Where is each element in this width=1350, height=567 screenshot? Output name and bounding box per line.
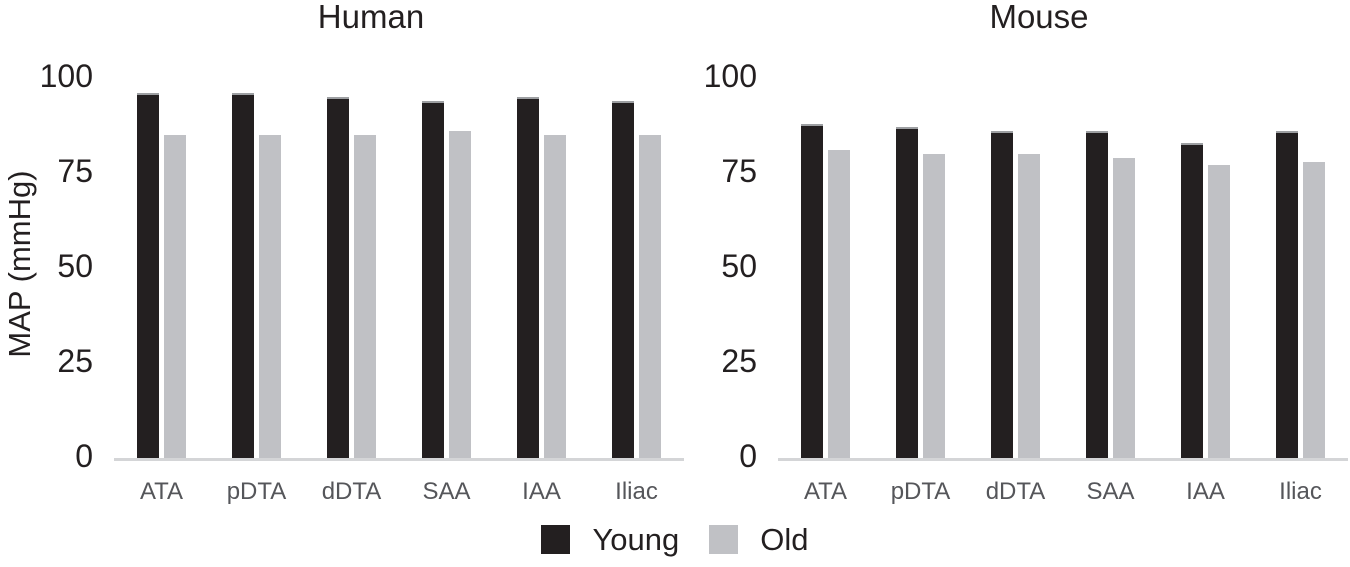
category-label: SAA xyxy=(422,478,471,505)
y-tick-label: 0 xyxy=(75,438,93,474)
bar-group-ata xyxy=(114,78,209,458)
bar-old-ata xyxy=(164,135,186,458)
legend: Young Old xyxy=(0,524,1350,555)
bar-old-ddta xyxy=(1018,154,1040,458)
y-tick-label: 50 xyxy=(57,248,93,284)
human-plot-area xyxy=(114,78,684,461)
bar-old-iaa xyxy=(1208,165,1230,458)
y-tick-label: 75 xyxy=(721,153,757,189)
category-label: SAA xyxy=(1086,478,1135,505)
bar-group-ddta xyxy=(968,78,1063,458)
bar-young-ata xyxy=(801,123,823,458)
bar-group-pdta xyxy=(873,78,968,458)
bar-young-pdta xyxy=(896,127,918,458)
bar-group-ata xyxy=(778,78,873,458)
y-tick-label: 0 xyxy=(739,438,757,474)
bar-old-pdta xyxy=(923,154,945,458)
bar-young-ddta xyxy=(327,97,349,458)
legend-item-young: Young xyxy=(541,524,679,555)
legend-item-old: Old xyxy=(709,522,809,557)
category-label: dDTA xyxy=(321,478,382,505)
mouse-plot-area xyxy=(778,78,1348,461)
bar-young-ata xyxy=(137,93,159,458)
x-axis-categories-human: ATA pDTA dDTA SAA IAA Iliac xyxy=(114,478,684,506)
bar-young-saa xyxy=(422,100,444,458)
y-tick-label: 75 xyxy=(57,153,93,189)
bar-young-pdta xyxy=(232,93,254,458)
x-axis-categories-mouse: ATA pDTA dDTA SAA IAA Iliac xyxy=(778,478,1348,506)
chart-title-mouse: Mouse xyxy=(989,0,1089,35)
legend-swatch-old xyxy=(709,525,739,554)
bar-old-ata xyxy=(828,150,850,458)
legend-swatch-young xyxy=(541,525,571,554)
y-tick-label: 25 xyxy=(57,343,93,379)
bar-old-iliac xyxy=(639,135,661,458)
category-label: ATA xyxy=(139,478,184,505)
bar-old-iaa xyxy=(544,135,566,458)
bar-group-pdta xyxy=(209,78,304,458)
category-label: ATA xyxy=(803,478,848,505)
y-tick-label: 100 xyxy=(39,58,93,94)
category-label: dDTA xyxy=(985,478,1046,505)
legend-label: Old xyxy=(760,522,809,557)
bar-young-ddta xyxy=(991,131,1013,458)
bar-group-iaa xyxy=(494,78,589,458)
bar-old-iliac xyxy=(1303,161,1325,458)
bar-group-ddta xyxy=(304,78,399,458)
y-axis-ticks-mouse: 0 25 50 75 100 xyxy=(687,0,757,567)
y-tick-label: 25 xyxy=(721,343,757,379)
y-tick-label: 50 xyxy=(721,248,757,284)
bar-group-saa xyxy=(1063,78,1158,458)
bar-young-saa xyxy=(1086,131,1108,458)
bar-young-iliac xyxy=(1276,131,1298,458)
legend-label: Young xyxy=(592,522,680,557)
bar-group-saa xyxy=(399,78,494,458)
category-label: IAA xyxy=(1186,478,1225,505)
bar-old-saa xyxy=(1113,157,1135,458)
bar-young-iliac xyxy=(612,100,634,458)
bar-young-iaa xyxy=(517,97,539,458)
category-label: pDTA xyxy=(226,478,287,505)
bar-young-iaa xyxy=(1181,142,1203,458)
category-label: Iliac xyxy=(615,478,658,505)
y-axis-ticks-human: 0 25 50 75 100 xyxy=(23,0,93,567)
category-label: pDTA xyxy=(890,478,951,505)
chart-title-human: Human xyxy=(317,0,425,35)
bar-group-iliac xyxy=(589,78,684,458)
bar-old-saa xyxy=(449,131,471,458)
bar-group-iliac xyxy=(1253,78,1348,458)
bar-old-ddta xyxy=(354,135,376,458)
y-tick-label: 100 xyxy=(703,58,757,94)
bar-old-pdta xyxy=(259,135,281,458)
category-label: IAA xyxy=(522,478,561,505)
bar-group-iaa xyxy=(1158,78,1253,458)
category-label: Iliac xyxy=(1279,478,1322,505)
